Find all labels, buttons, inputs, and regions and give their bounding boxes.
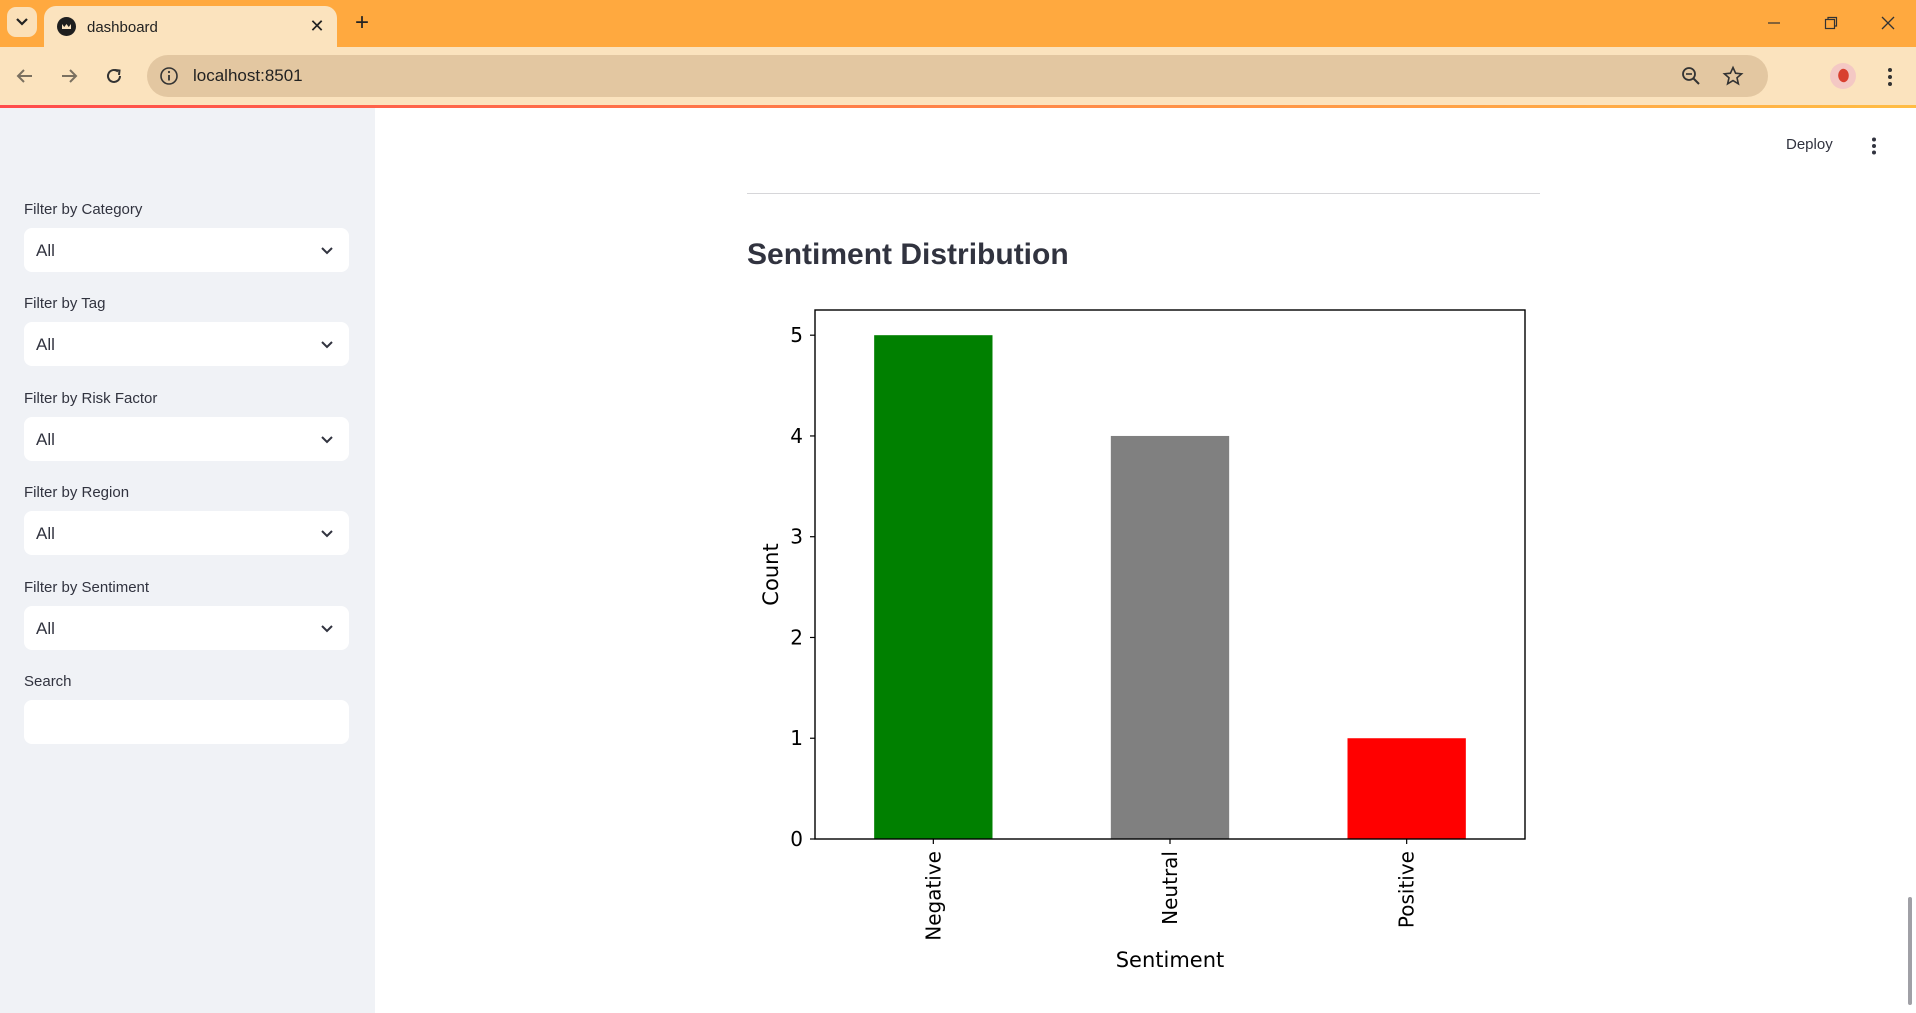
filter-risk-factor-select[interactable]: All: [24, 417, 349, 461]
filter-risk-factor: Filter by Risk Factor All: [24, 390, 349, 461]
deploy-button[interactable]: Deploy: [1786, 136, 1833, 153]
browser-tab-bar: dashboard ✕ +: [0, 0, 1916, 47]
filter-category-label: Filter by Category: [24, 201, 143, 218]
filter-region-label: Filter by Region: [24, 484, 130, 501]
chevron-down-icon: [321, 341, 333, 349]
filter-tag-value: All: [36, 335, 55, 354]
back-arrow-icon[interactable]: [10, 61, 40, 91]
new-tab-button[interactable]: +: [354, 9, 369, 36]
y-tick-label: 5: [790, 323, 803, 347]
address-bar[interactable]: localhost:8501: [147, 55, 1768, 97]
tab-title: dashboard: [87, 19, 158, 36]
url-text: localhost:8501: [193, 66, 303, 85]
filter-category-select[interactable]: All: [24, 228, 349, 272]
filter-sentiment-value: All: [36, 619, 55, 638]
bar-positive: [1347, 738, 1466, 839]
x-tick-label: Positive: [1395, 851, 1419, 928]
filter-region-select[interactable]: All: [24, 511, 349, 555]
tab-search-button[interactable]: [7, 7, 37, 37]
search-group: Search: [24, 673, 349, 744]
minimize-window-icon[interactable]: [1754, 10, 1794, 36]
filter-tag: Filter by Tag All: [24, 295, 349, 366]
x-tick-label: Negative: [921, 851, 945, 941]
restore-window-icon[interactable]: [1811, 10, 1851, 36]
bar-neutral: [1110, 435, 1230, 839]
search-input[interactable]: [24, 700, 349, 744]
browser-menu-icon[interactable]: [1878, 63, 1902, 91]
app-menu-icon[interactable]: [1864, 134, 1884, 158]
bookmark-star-icon[interactable]: [1722, 65, 1744, 87]
close-tab-icon[interactable]: ✕: [309, 15, 325, 36]
filter-sentiment-select[interactable]: All: [24, 606, 349, 650]
chevron-down-icon: [321, 436, 333, 444]
filter-sentiment: Filter by Sentiment All: [24, 579, 349, 650]
browser-toolbar: localhost:8501: [0, 47, 1916, 106]
site-info-icon[interactable]: [159, 66, 179, 86]
filter-region: Filter by Region All: [24, 484, 349, 555]
profile-avatar[interactable]: [1830, 63, 1856, 89]
y-axis-label: Count: [759, 543, 783, 605]
chevron-down-icon: [321, 625, 333, 633]
bar-negative: [874, 335, 993, 839]
filter-risk-factor-value: All: [36, 430, 55, 449]
filter-category: Filter by Category All: [24, 201, 349, 272]
filter-risk-factor-label: Filter by Risk Factor: [24, 390, 158, 407]
app-header-decoration: [0, 105, 1916, 108]
filter-category-value: All: [36, 241, 55, 260]
close-window-icon[interactable]: [1868, 10, 1908, 36]
chevron-down-icon: [321, 247, 333, 255]
x-axis-label: Sentiment: [1116, 948, 1225, 972]
chevron-down-icon: [321, 530, 333, 538]
filter-region-value: All: [36, 524, 55, 543]
y-tick-label: 3: [790, 525, 803, 549]
y-tick-label: 2: [790, 625, 803, 649]
filter-tag-label: Filter by Tag: [24, 295, 106, 312]
y-tick-label: 4: [790, 424, 803, 448]
search-label: Search: [24, 673, 72, 690]
page-title: Sentiment Distribution: [747, 238, 1069, 271]
section-divider: [747, 193, 1540, 194]
y-tick-label: 1: [790, 726, 803, 750]
main-scrollbar[interactable]: [1908, 897, 1912, 1005]
streamlit-favicon-icon: [57, 17, 76, 36]
forward-arrow-icon[interactable]: [54, 61, 84, 91]
plot-frame: [814, 309, 1526, 840]
reload-icon[interactable]: [99, 61, 129, 91]
y-tick-label: 0: [790, 827, 803, 851]
sentiment-bar-chart: Negative Neutral Positive 0 1 2 3 4 5 Sentiment Co…: [759, 309, 1526, 972]
chevron-down-icon: [16, 18, 28, 26]
browser-tab[interactable]: dashboard ✕: [44, 6, 337, 47]
x-tick-label: Neutral: [1158, 851, 1182, 925]
filter-tag-select[interactable]: All: [24, 322, 349, 366]
filter-sentiment-label: Filter by Sentiment: [24, 579, 150, 596]
zoom-icon[interactable]: [1680, 65, 1702, 87]
